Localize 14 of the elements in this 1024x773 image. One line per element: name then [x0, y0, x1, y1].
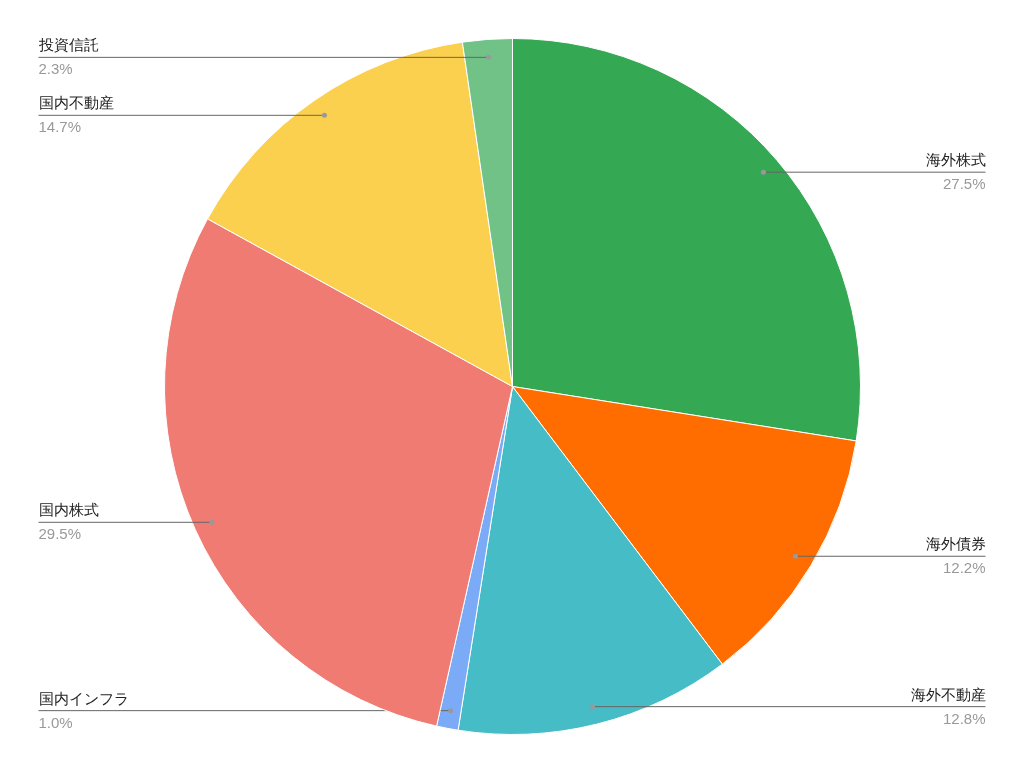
data-label: 14.7%	[38, 118, 82, 136]
data-label: 12.2%	[942, 559, 986, 577]
slice-label: 国内インフラ	[38, 689, 129, 708]
slice-label: 国内不動産	[38, 94, 114, 113]
data-label: 12.8%	[942, 709, 986, 727]
slice-label: 海外不動産	[910, 685, 986, 704]
slice-label: 国内株式	[38, 501, 99, 520]
slice-label: 投資信託	[37, 36, 99, 55]
data-label: 27.5%	[942, 175, 986, 193]
data-label: 2.3%	[38, 60, 73, 78]
data-label: 29.5%	[38, 525, 82, 543]
slice-label: 海外株式	[925, 151, 986, 170]
slice-label: 海外債券	[925, 535, 986, 554]
data-label: 1.0%	[38, 713, 73, 731]
